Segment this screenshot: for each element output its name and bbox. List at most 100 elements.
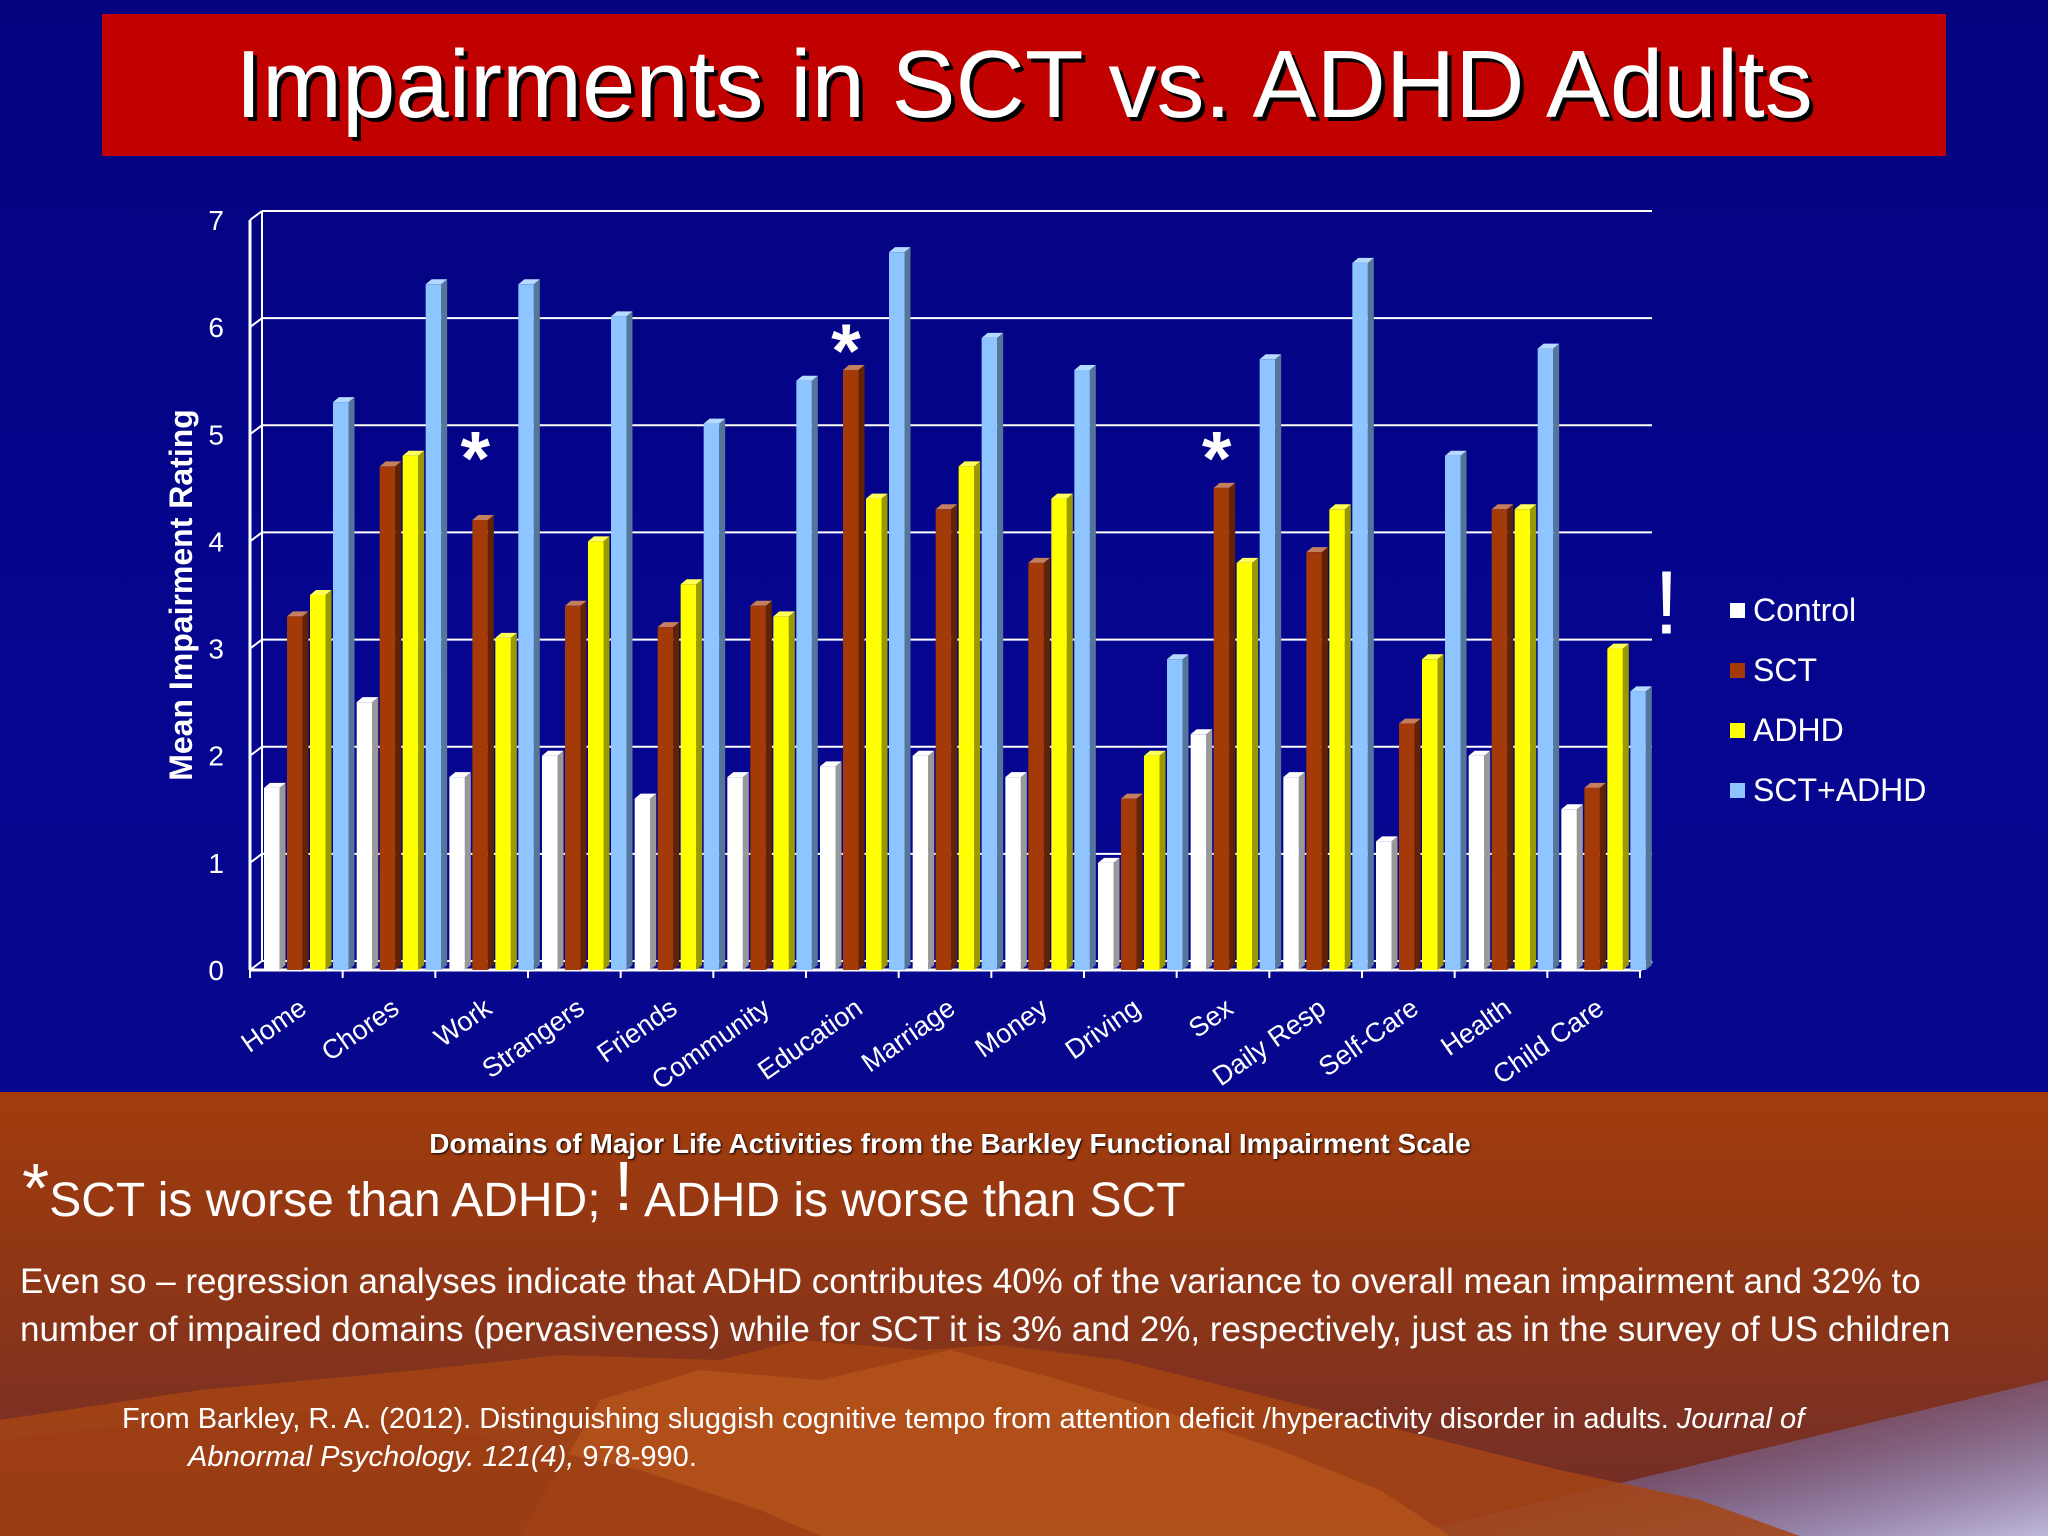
bar-top [657,622,680,628]
bar-top [1283,772,1305,778]
bar-control-health [1468,750,1491,970]
bar-front [356,702,373,970]
bar-side [858,365,865,970]
bar-front [1352,262,1368,970]
legend-item-adhd: ADHD [1730,700,1926,760]
bar-sct-adhd-chores [425,279,448,970]
bar-sct-adhd-driving [1167,654,1189,970]
bar-top [1005,772,1027,778]
bar-top [1514,504,1537,510]
bar-top [1167,654,1189,660]
bar-side [673,622,680,970]
y-tick-label: 5 [208,419,224,450]
x-tick-label: Marriage [856,992,960,1078]
bar-top [1098,857,1120,863]
bar-side [1229,482,1236,970]
bar-top [796,375,818,381]
bar-side [696,579,703,970]
bar-top [889,247,911,253]
bar-front [1236,562,1253,970]
bar-top [1190,729,1213,735]
bar-side [650,793,657,970]
bar-front [310,595,326,970]
citation-line-2: Abnormal Psychology. 121(4), 978-990. [122,1438,2002,1476]
bar-sct-home [287,611,309,970]
bar-top [773,611,795,617]
bar-control-home [264,782,286,970]
bar-top [1306,547,1328,553]
legend-item-control: Control [1730,580,1926,640]
x-tick-label: Chores [316,992,405,1067]
gridline-diag [249,638,263,650]
bar-side [1066,493,1073,970]
bar-front [1306,552,1322,970]
bar-sct-adhd-home [333,397,355,971]
x-tick-label: Home [236,992,312,1058]
legend-swatch-adhd [1730,722,1745,738]
title-banner: Impairments in SCT vs. ADHD Adults [102,14,1946,156]
bar-top [333,397,355,403]
bar-sct-adhd-marriage [981,332,1004,970]
bar-side [441,279,448,970]
bar-control-child-care [1561,804,1583,970]
bar-side [325,590,332,970]
bar-front [1630,691,1646,970]
bar-control-education [820,761,842,970]
bar-adhd-daily-resp [1329,504,1351,970]
bar-front [1121,798,1137,970]
bar-top [1584,782,1606,788]
bar-sct-adhd-daily-resp [1352,257,1374,970]
bar-front [1144,755,1160,970]
bar-front [773,616,789,970]
bar-side [510,632,517,970]
bar-sct-daily-resp [1306,547,1328,970]
bar-side [1298,772,1305,970]
bar-front [1167,659,1183,970]
bar-sct-money [1028,557,1050,970]
bar-front [287,616,303,970]
bar-sct-adhd-strangers [611,311,633,970]
bar-adhd-money [1051,493,1073,970]
bar-side [1599,782,1606,970]
bar-side [1043,557,1050,970]
bar-top [1074,365,1096,370]
bar-front [1561,809,1577,970]
gridline-diag [249,745,263,757]
bar-top [1236,557,1259,563]
significance-exclamation: ! [1654,554,1679,654]
bar-adhd-self-care [1422,654,1444,970]
bar-front [703,423,720,971]
bar-side [951,504,958,970]
bar-top [611,311,633,317]
bar-side [1576,804,1583,970]
citation-pages: 978-990. [574,1441,697,1473]
footnote-star-text: SCT is worse than ADHD; [49,1174,614,1227]
bar-top [1259,354,1282,360]
bar-side [1367,257,1374,970]
citation-journal-volume: Abnormal Psychology. 121(4), [188,1441,575,1473]
page-title: Impairments in SCT vs. ADHD Adults [235,31,1813,138]
footnote-excl-text: ADHD is worse than SCT [633,1174,1186,1227]
bar-top [680,579,703,585]
bar-sct-adhd-community [796,375,818,970]
bar-adhd-health [1514,504,1537,970]
bar-top [727,772,749,778]
bar-side [1553,343,1560,971]
bar-side [1530,504,1537,970]
bar-top [1376,836,1398,842]
bar-side [1391,836,1398,970]
bar-top [449,772,471,778]
bar-side [1136,793,1143,970]
legend-swatch-sct [1730,662,1745,678]
bar-front [680,584,697,970]
bar-front [565,605,581,970]
bar-adhd-home [310,590,332,970]
bar-control-chores [356,697,379,970]
bar-front [402,455,419,970]
bar-sct-chores [379,461,402,970]
bar-side [1507,504,1514,970]
bar-top [1630,686,1652,692]
bar-side [719,418,726,971]
bar-front [1514,509,1531,970]
bar-sct-strangers [565,600,587,970]
